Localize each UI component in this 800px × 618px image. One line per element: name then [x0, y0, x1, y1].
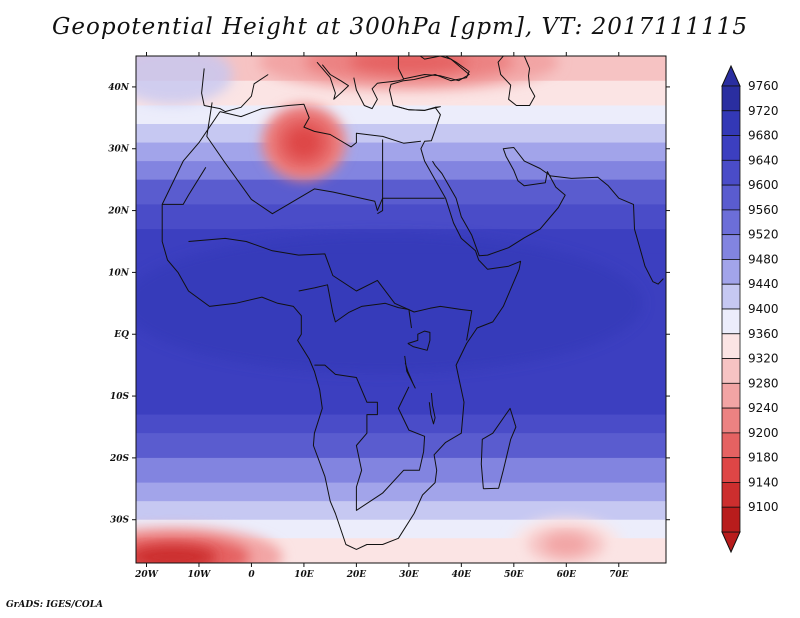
colorbar-label: 9400	[748, 302, 779, 316]
y-tick-label: EQ	[113, 330, 129, 340]
coastlines	[161, 56, 664, 550]
colorbar-swatch	[721, 482, 741, 508]
y-tick-label: 40N	[108, 83, 130, 93]
field-feature	[136, 544, 217, 563]
caspian-coastline	[497, 56, 536, 106]
colorbar-swatch	[721, 358, 741, 384]
lake-malawi	[428, 392, 436, 425]
field-feature	[348, 56, 469, 74]
chart-title: Geopotential Height at 300hPa [gpm], VT:…	[52, 14, 748, 40]
x-tick-label: 60E	[557, 570, 577, 580]
x-tick-label: 10W	[188, 570, 212, 580]
map-frame	[135, 55, 667, 564]
y-tick-label: 10S	[110, 392, 130, 402]
colorbar-swatch	[721, 110, 741, 136]
x-tick-label: 50E	[504, 570, 524, 580]
y-tick-label: 30N	[108, 145, 130, 155]
x-tick-label: 40E	[452, 570, 472, 580]
colorbar-swatch	[721, 382, 741, 409]
colorbar-label: 9180	[748, 451, 779, 465]
lake-victoria	[407, 330, 431, 351]
field-band	[136, 433, 666, 459]
y-tick-label: 20N	[107, 207, 130, 217]
geopotential-field	[136, 56, 666, 563]
colorbar: 9760 9720 9680 9640 9600 9560 9520 9480 9440 9400…	[721, 64, 779, 554]
x-axis: 20W 10W 0 10E 20E 30E 40E 50E 60E 70E	[134, 52, 629, 580]
iberia-coastline	[201, 68, 269, 113]
y-axis: 40N 30N 20N 10N EQ 10S 20S 30S	[107, 83, 670, 526]
x-tick-label: 20E	[346, 570, 367, 580]
colorbar-swatch	[721, 259, 741, 285]
colorbar-label: 9240	[748, 401, 779, 415]
colorbar-label: 9680	[748, 129, 779, 143]
colorbar-label: 9360	[748, 327, 779, 341]
field-band	[136, 179, 666, 205]
madagascar-coastline	[480, 407, 517, 490]
colorbar-swatch	[721, 85, 741, 112]
x-tick-label: 30E	[399, 570, 419, 580]
field-band	[136, 105, 666, 125]
egypt-sudan-border	[377, 197, 445, 215]
colorbar-label: 9200	[748, 426, 779, 440]
field-band	[136, 482, 666, 502]
colorbar-swatch	[721, 457, 741, 483]
colorbar-swatch	[721, 333, 741, 359]
colorbar-label: 9100	[748, 500, 779, 514]
atlantic-trough	[136, 56, 233, 105]
west-saharan-border	[162, 167, 207, 205]
x-tick-label: 0	[248, 570, 255, 580]
y-tick-label: 10N	[108, 268, 130, 278]
field-band	[136, 124, 666, 144]
field-feature	[544, 534, 589, 555]
tropical-high-core	[136, 233, 643, 374]
grads-credit: GrADS: IGES/COLA	[6, 600, 104, 610]
colorbar-swatch	[721, 209, 741, 236]
africa-coastline	[161, 105, 522, 550]
field-band	[136, 414, 666, 434]
colorbar-swatch	[721, 234, 741, 260]
colorbar-swatch	[721, 135, 741, 161]
colorbar-label: 9320	[748, 352, 779, 366]
colorbar-swatch	[721, 407, 741, 434]
colorbar-label: 9140	[748, 475, 779, 489]
italy-coastline	[316, 61, 349, 100]
central-borders	[298, 284, 412, 329]
colorbar-label: 9560	[748, 203, 779, 217]
field-band	[136, 204, 666, 230]
colorbar-swatch	[721, 506, 741, 533]
colorbar-label: 9640	[748, 153, 779, 167]
colorbar-label: 9760	[748, 79, 779, 93]
colorbar-label: 9440	[748, 277, 779, 291]
y-tick-label: 20S	[109, 454, 130, 464]
saharan-borders	[206, 102, 384, 215]
colorbar-swatch	[721, 432, 741, 459]
balkan-coastline	[353, 77, 404, 110]
colorbar-label: 9520	[748, 228, 779, 242]
field-feature	[287, 127, 321, 158]
y-tick-label: 30S	[110, 516, 130, 526]
colorbar-swatch	[721, 159, 741, 186]
field-band	[136, 501, 666, 521]
north-africa-coastline	[219, 103, 421, 148]
sahel-borders	[188, 237, 473, 341]
colorbar-label: 9600	[748, 178, 779, 192]
colorbar-label: 9280	[748, 376, 779, 390]
colorbar-max-arrow	[721, 64, 741, 87]
colorbar-swatch	[721, 184, 741, 211]
x-tick-label: 20W	[134, 570, 159, 580]
black-sea-coastline	[397, 56, 470, 82]
southern-borders	[314, 364, 426, 511]
lake-tanganyika	[404, 355, 416, 389]
colorbar-swatch	[721, 308, 741, 335]
arabia-india-coastline	[432, 147, 664, 285]
colorbar-label: 9480	[748, 252, 779, 266]
x-tick-label: 10E	[294, 570, 314, 580]
field-band	[136, 457, 666, 484]
field-band	[136, 142, 666, 162]
x-tick-label: 70E	[609, 570, 629, 580]
colorbar-label: 9720	[748, 104, 779, 118]
colorbar-min-arrow	[721, 531, 741, 554]
colorbar-swatch	[721, 283, 741, 310]
